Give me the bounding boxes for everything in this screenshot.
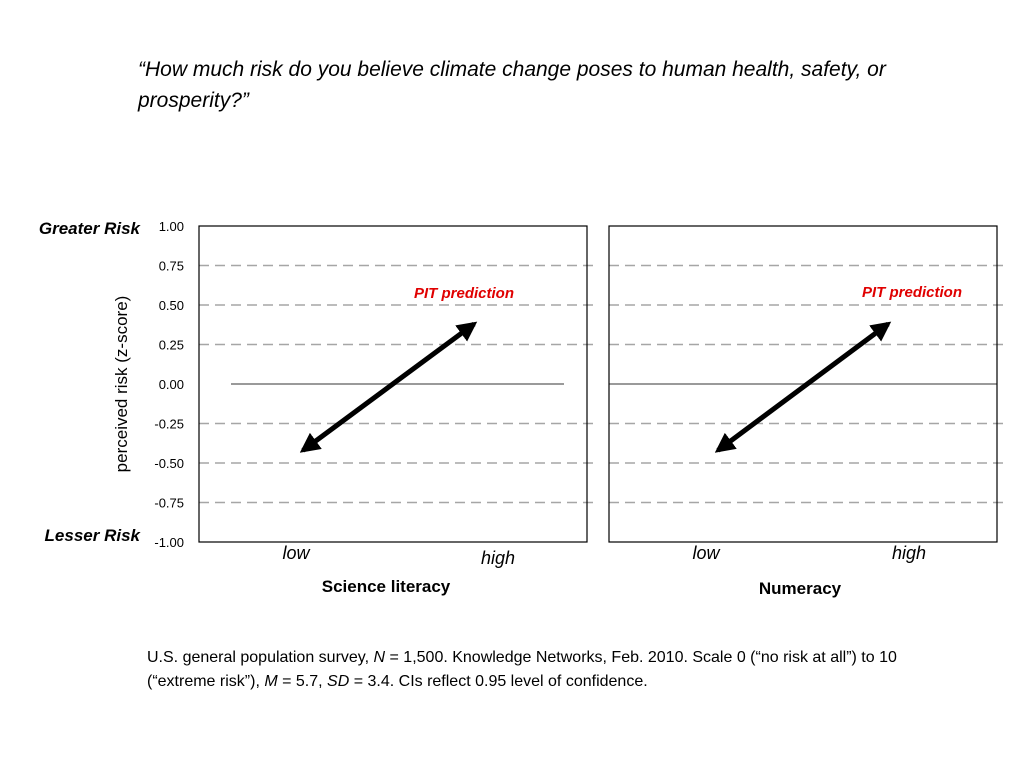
footnote-text-2: = 1,500. Knowledge Networks, Feb. 2010. …	[147, 649, 897, 690]
lesser-risk-label: Lesser Risk	[44, 526, 140, 545]
y-tick-label: 0.75	[159, 259, 184, 274]
plot-frame	[608, 225, 998, 543]
y-tick-label: -0.75	[154, 496, 184, 511]
footnote-sd-label: SD	[327, 673, 350, 690]
y-tick-label: -0.50	[154, 456, 184, 471]
y-tick-label: 0.00	[159, 377, 184, 392]
prediction-arrow	[714, 321, 892, 453]
footnote: U.S. general population survey, N = 1,50…	[147, 646, 967, 694]
x-low-label-science: low	[282, 543, 310, 563]
plot-frame	[198, 225, 588, 543]
science-literacy-panel: PIT prediction	[198, 225, 595, 543]
footnote-text-1: U.S. general population survey,	[147, 649, 374, 666]
y-tick-label: -1.00	[154, 535, 184, 550]
y-tick-label: 0.25	[159, 338, 184, 353]
x-high-label-science: high	[481, 548, 515, 568]
footnote-text-3: = 5.7,	[277, 673, 328, 690]
x-axis-title-science: Science literacy	[322, 577, 451, 596]
survey-question: “How much risk do you believe climate ch…	[138, 58, 886, 112]
greater-risk-label: Greater Risk	[38, 219, 140, 238]
y-tick-label: 1.00	[159, 219, 184, 234]
y-tick-label: -0.25	[154, 417, 184, 432]
numeracy-panel: PIT prediction	[608, 225, 1005, 543]
footnote-text-4: = 3.4. CIs reflect 0.95 level of confide…	[349, 673, 648, 690]
x-axis-title-numeracy: Numeracy	[759, 579, 842, 598]
prediction-arrow	[299, 321, 478, 453]
footnote-n-label: N	[373, 649, 386, 666]
pit-prediction-label: PIT prediction	[862, 284, 962, 301]
x-high-label-numeracy: high	[892, 543, 926, 563]
footnote-m-label: M	[264, 673, 278, 690]
x-low-label-numeracy: low	[692, 543, 720, 563]
y-tick-label: 0.50	[159, 298, 184, 313]
pit-prediction-label: PIT prediction	[414, 285, 514, 302]
